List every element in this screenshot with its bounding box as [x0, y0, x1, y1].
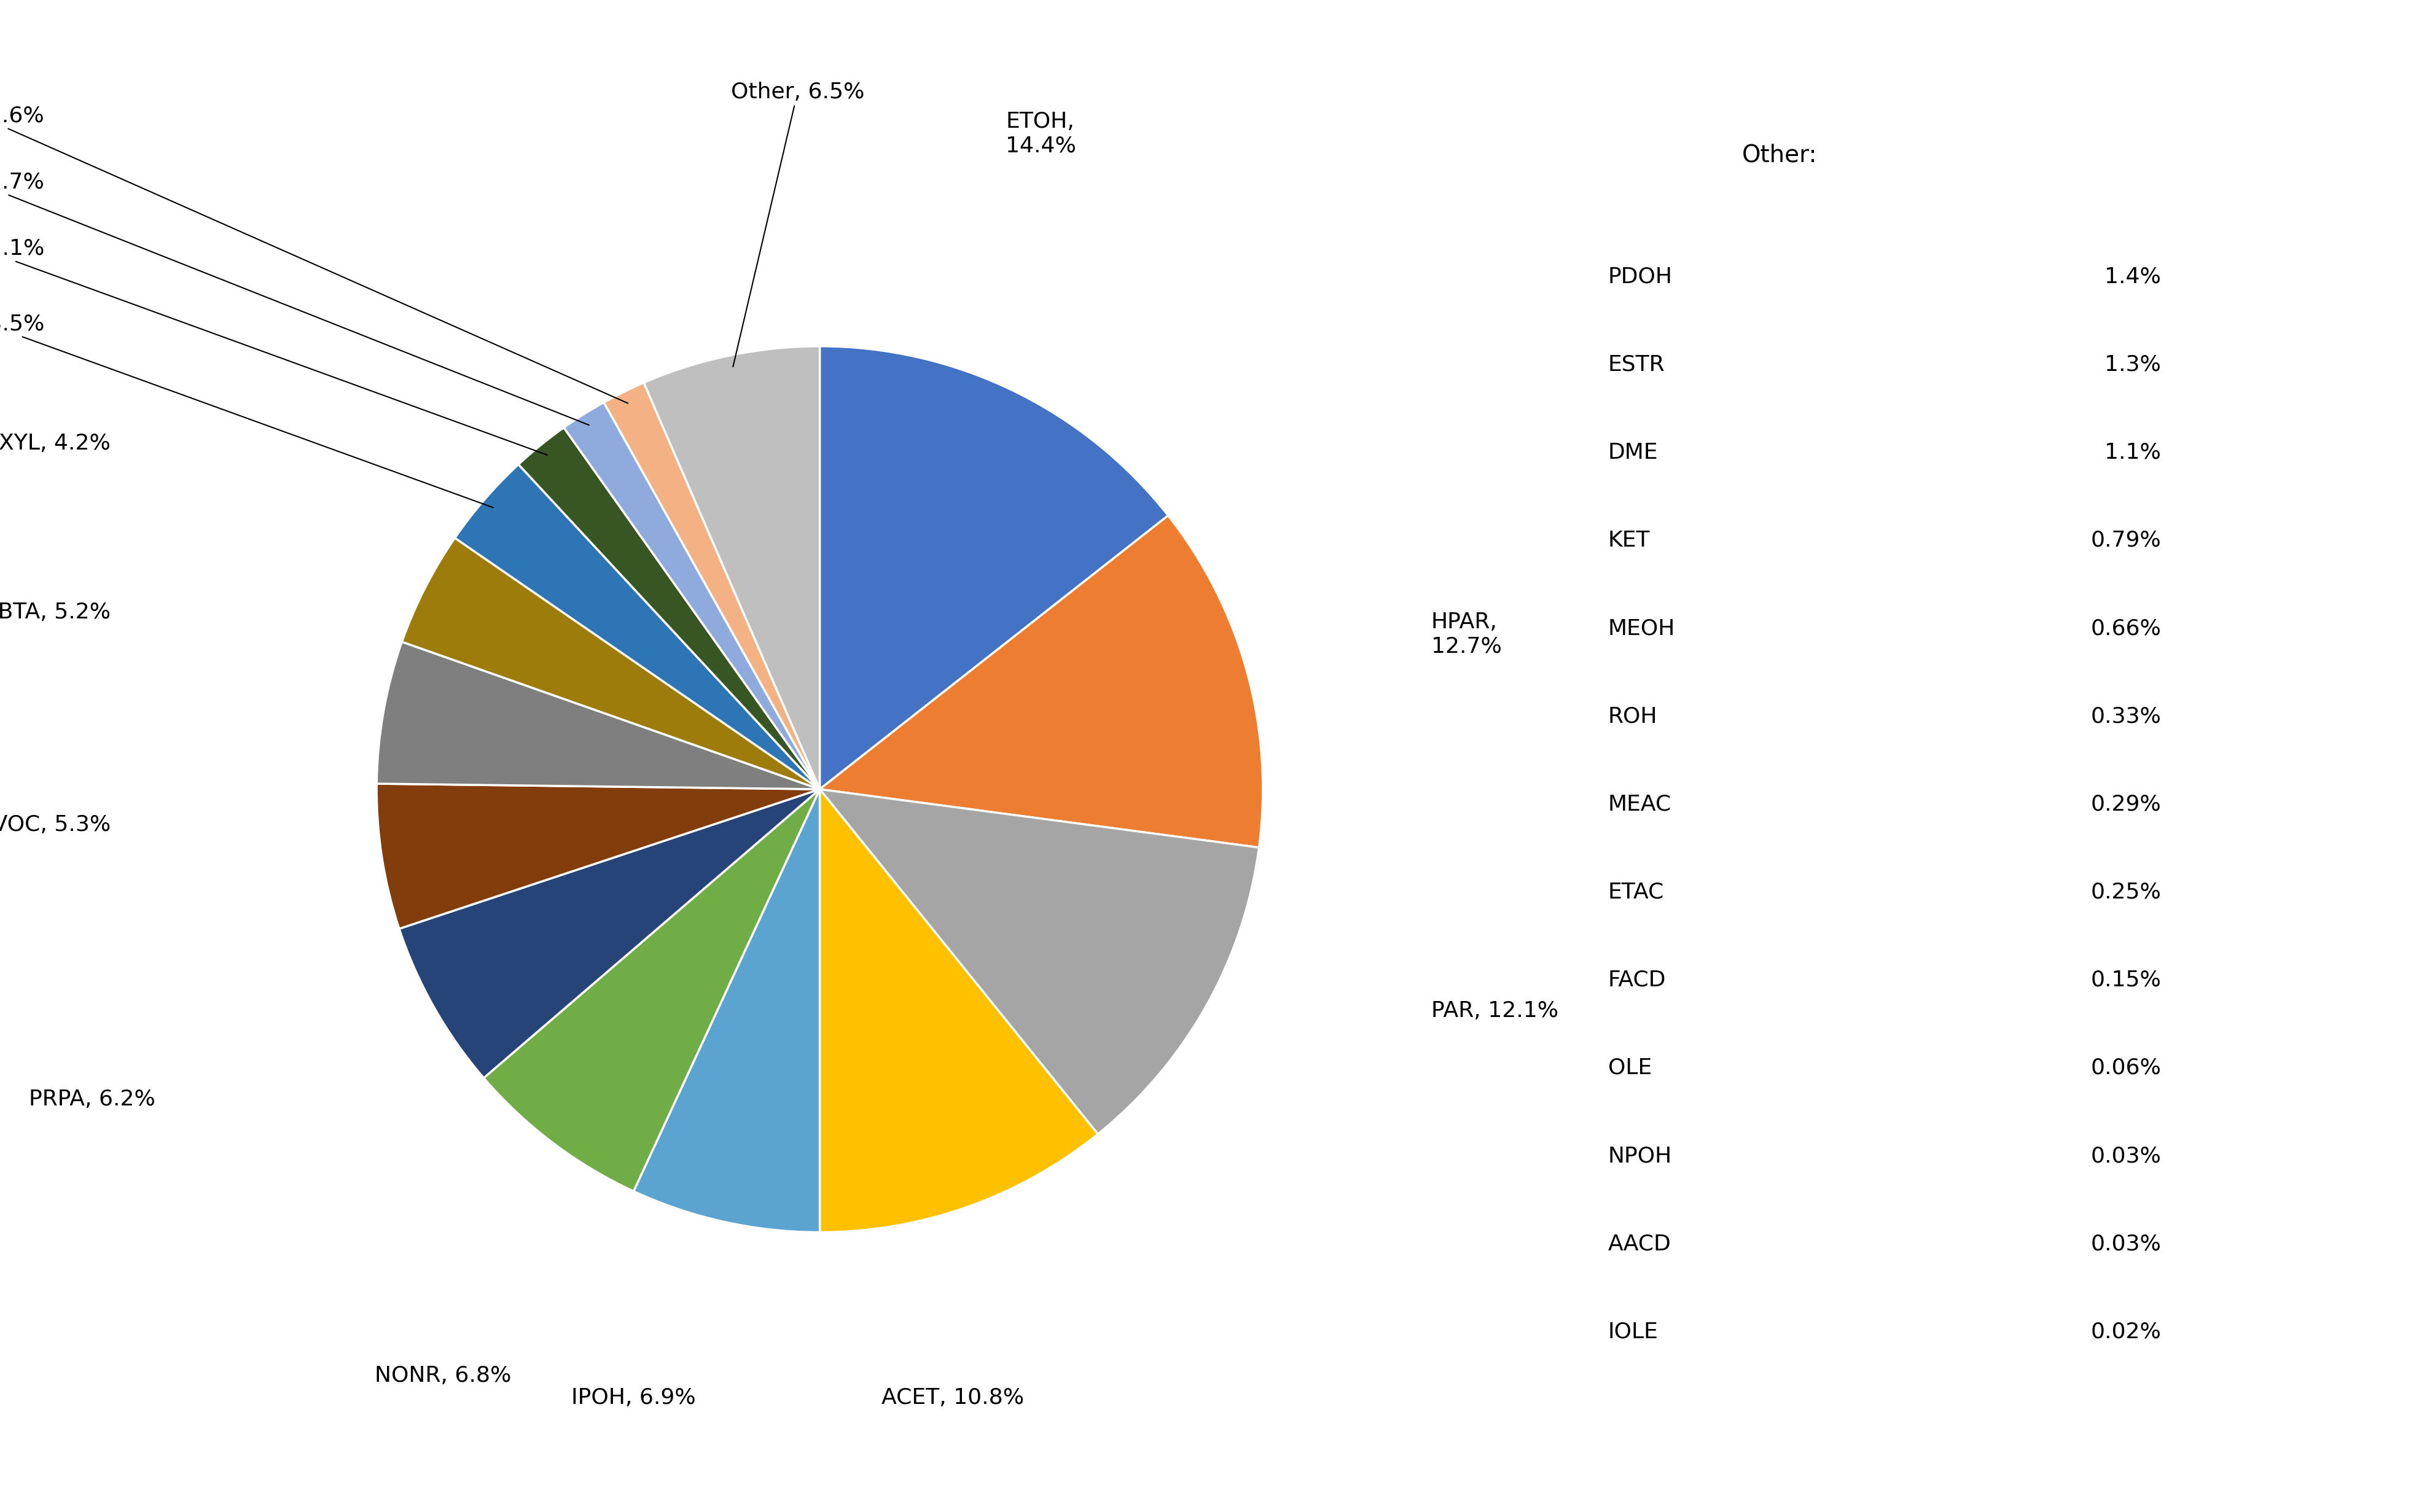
Text: Other, 6.5%: Other, 6.5%: [731, 82, 866, 367]
Wedge shape: [403, 538, 820, 789]
Text: 0.66%: 0.66%: [2090, 618, 2160, 638]
Text: 0.25%: 0.25%: [2090, 881, 2160, 903]
Text: HPAR,
12.7%: HPAR, 12.7%: [1432, 612, 1502, 656]
Text: MEAC: MEAC: [1608, 794, 1671, 815]
Text: 0.03%: 0.03%: [2090, 1234, 2160, 1255]
Text: ETAC: ETAC: [1608, 881, 1664, 903]
Text: IBTA, 5.2%: IBTA, 5.2%: [0, 602, 111, 623]
Text: MEOH: MEOH: [1608, 618, 1676, 638]
Text: KET: KET: [1608, 529, 1649, 550]
Text: 0.06%: 0.06%: [2090, 1057, 2160, 1078]
Text: AACD: AACD: [1608, 1234, 1671, 1255]
Text: PDOH: PDOH: [1608, 266, 1673, 287]
Text: 0.33%: 0.33%: [2090, 706, 2160, 727]
Text: NONR, 6.8%: NONR, 6.8%: [374, 1365, 511, 1387]
Text: ROH: ROH: [1608, 706, 1659, 727]
Wedge shape: [603, 383, 820, 789]
Wedge shape: [485, 789, 820, 1191]
Wedge shape: [376, 641, 820, 789]
Wedge shape: [518, 428, 820, 789]
Text: ESTR: ESTR: [1608, 354, 1666, 375]
Wedge shape: [564, 402, 820, 789]
Text: DME: DME: [1608, 442, 1659, 463]
Wedge shape: [820, 516, 1263, 848]
Wedge shape: [820, 789, 1259, 1134]
Wedge shape: [820, 789, 1097, 1232]
Text: 0.15%: 0.15%: [2090, 969, 2160, 990]
Text: IPOH, 6.9%: IPOH, 6.9%: [571, 1388, 697, 1408]
Text: 1.4%: 1.4%: [2105, 266, 2160, 287]
Text: TERP, 2.1%: TERP, 2.1%: [0, 239, 547, 455]
Text: ACET, 10.8%: ACET, 10.8%: [882, 1388, 1025, 1408]
Wedge shape: [400, 789, 820, 1078]
Text: FACD: FACD: [1608, 969, 1666, 990]
Text: EDOH, 1.7%: EDOH, 1.7%: [0, 172, 588, 425]
Text: PRPA, 6.2%: PRPA, 6.2%: [29, 1089, 154, 1110]
Text: 0.03%: 0.03%: [2090, 1146, 2160, 1166]
Text: ETOH,
14.4%: ETOH, 14.4%: [1005, 110, 1075, 156]
Wedge shape: [456, 464, 820, 789]
Text: 0.02%: 0.02%: [2090, 1321, 2160, 1343]
Wedge shape: [644, 346, 820, 789]
Text: TOL, 3.5%: TOL, 3.5%: [0, 313, 494, 508]
Text: Other:: Other:: [1741, 144, 1818, 166]
Text: OLE: OLE: [1608, 1057, 1652, 1078]
Text: XYL, 4.2%: XYL, 4.2%: [0, 434, 111, 454]
Wedge shape: [820, 346, 1169, 789]
Text: PAR, 12.1%: PAR, 12.1%: [1432, 1001, 1558, 1021]
Text: IOLE: IOLE: [1608, 1321, 1659, 1343]
Text: 0.29%: 0.29%: [2090, 794, 2160, 815]
Text: IVOC, 5.3%: IVOC, 5.3%: [0, 815, 111, 835]
Wedge shape: [634, 789, 820, 1232]
Text: 1.1%: 1.1%: [2105, 442, 2160, 463]
Text: NPOH: NPOH: [1608, 1146, 1673, 1166]
Text: 1.3%: 1.3%: [2105, 354, 2160, 375]
Text: ETHR, 1.6%: ETHR, 1.6%: [0, 106, 627, 404]
Text: 0.79%: 0.79%: [2090, 529, 2160, 550]
Wedge shape: [376, 783, 820, 928]
